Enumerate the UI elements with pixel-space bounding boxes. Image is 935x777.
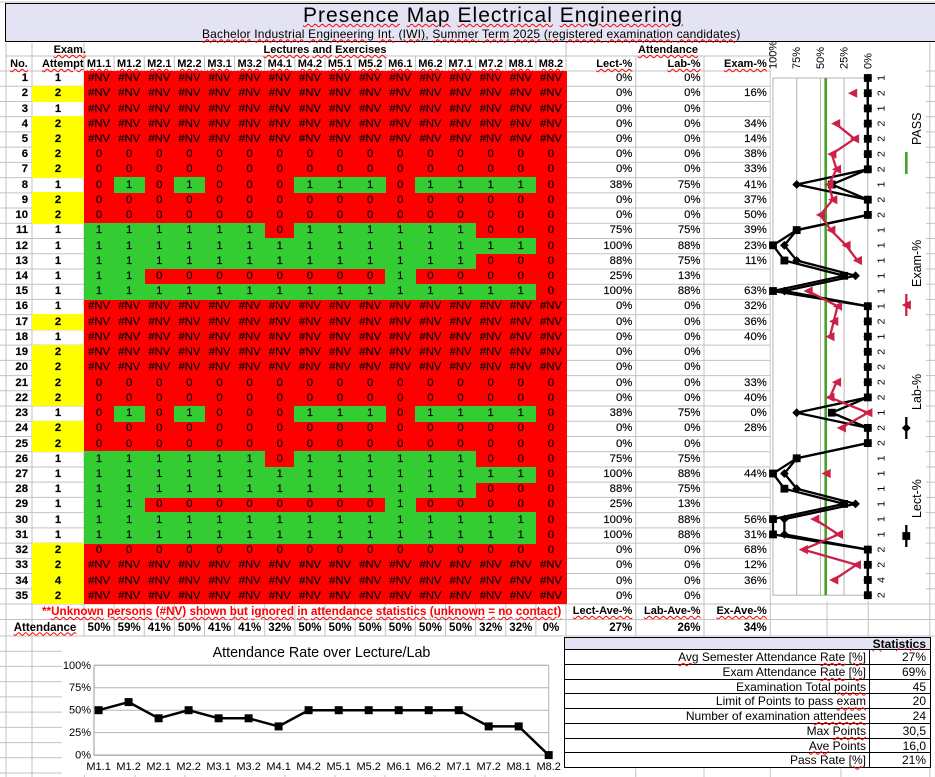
svg-text:2: 2 [876,166,888,172]
svg-text:M6.1: M6.1 [386,761,410,773]
svg-text:1: 1 [876,75,888,81]
svg-text:1: 1 [876,288,888,294]
svg-text:M4.2: M4.2 [296,761,320,773]
svg-text:M3.1: M3.1 [206,761,230,773]
svg-text:1: 1 [876,470,888,476]
svg-text:1: 1 [876,334,888,340]
svg-text:4: 4 [876,577,888,583]
svg-text:2: 2 [876,349,888,355]
svg-text:2: 2 [876,151,888,157]
svg-text:1: 1 [876,531,888,537]
svg-text:2: 2 [876,562,888,568]
svg-text:Exam-%: Exam-% [910,240,924,287]
svg-text:2: 2 [876,121,888,127]
svg-text:M5.1: M5.1 [326,761,350,773]
svg-text:100%: 100% [768,41,780,69]
svg-text:1: 1 [876,501,888,507]
svg-text:100%: 100% [63,660,91,672]
svg-text:0%: 0% [862,53,874,69]
svg-text:2: 2 [876,318,888,324]
svg-text:Lect-%: Lect-% [910,479,924,518]
svg-text:2: 2 [876,394,888,400]
svg-text:1: 1 [876,303,888,309]
svg-text:1: 1 [876,486,888,492]
svg-text:M6.2: M6.2 [416,761,440,773]
svg-text:75%: 75% [69,682,91,694]
svg-text:1: 1 [876,273,888,279]
svg-text:75%: 75% [791,47,803,69]
svg-text:1: 1 [876,181,888,187]
svg-text:25%: 25% [839,47,851,69]
svg-text:PASS: PASS [910,113,924,145]
svg-text:M3.2: M3.2 [236,761,260,773]
svg-text:M8.1: M8.1 [506,761,530,773]
svg-text:1: 1 [876,105,888,111]
svg-text:Attendance Rate over Lecture/L: Attendance Rate over Lecture/Lab [213,645,431,661]
svg-text:1: 1 [876,410,888,416]
svg-text:1: 1 [876,516,888,522]
svg-text:M2.1: M2.1 [146,761,170,773]
svg-text:2: 2 [876,364,888,370]
svg-text:2: 2 [876,197,888,203]
svg-text:2: 2 [876,547,888,553]
svg-text:1: 1 [876,257,888,263]
svg-text:M1.1: M1.1 [86,761,110,773]
svg-text:M5.2: M5.2 [356,761,380,773]
svg-text:25%: 25% [69,727,91,739]
svg-text:1: 1 [876,242,888,248]
svg-text:50%: 50% [815,47,827,69]
svg-text:2: 2 [876,379,888,385]
svg-text:1: 1 [876,455,888,461]
svg-text:2: 2 [876,592,888,598]
svg-text:M7.1: M7.1 [446,761,470,773]
svg-text:2: 2 [876,425,888,431]
svg-text:0%: 0% [75,750,91,762]
svg-text:50%: 50% [69,705,91,717]
svg-text:M2.2: M2.2 [176,761,200,773]
svg-text:M4.1: M4.1 [266,761,290,773]
svg-text:M1.2: M1.2 [116,761,140,773]
svg-text:Lab-%: Lab-% [910,374,924,410]
svg-text:M7.2: M7.2 [476,761,500,773]
svg-text:1: 1 [876,227,888,233]
svg-text:2: 2 [876,440,888,446]
svg-text:2: 2 [876,136,888,142]
svg-text:M8.2: M8.2 [536,761,560,773]
svg-text:2: 2 [876,90,888,96]
svg-text:2: 2 [876,212,888,218]
